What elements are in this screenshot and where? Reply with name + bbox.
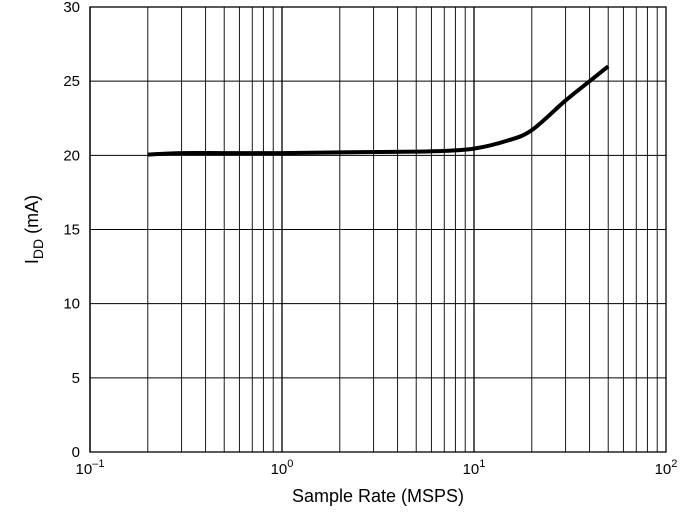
- x-tick-exponent: –1: [92, 458, 104, 470]
- x-tick-base: 10: [271, 461, 288, 478]
- x-tick-exponent: 0: [287, 458, 293, 470]
- y-tick-label: 20: [63, 147, 80, 164]
- plot-frame: [89, 6, 667, 453]
- x-tick-labels: 10–1 100 101 102: [76, 458, 678, 478]
- x-tick-base: 10: [463, 461, 480, 478]
- y-axis-title-subscript: DD: [30, 239, 46, 259]
- y-tick-label: 15: [63, 222, 80, 239]
- y-tick-label: 0: [72, 444, 80, 461]
- y-axis-title-main: I: [22, 259, 42, 264]
- x-tick-exponent: 2: [671, 458, 677, 470]
- x-axis-title: Sample Rate (MSPS): [292, 486, 464, 506]
- y-tick-labels: 0 5 10 15 20 25 30: [63, 0, 80, 461]
- x-tick-label: 10–1: [76, 458, 105, 478]
- x-tick-label: 100: [271, 458, 294, 478]
- x-tick-exponent: 1: [479, 458, 485, 470]
- x-tick-base: 10: [76, 461, 93, 478]
- y-axis-title-unit: (mA): [22, 195, 42, 239]
- y-tick-label: 5: [72, 370, 80, 387]
- y-tick-label: 25: [63, 73, 80, 90]
- series-layer: [147, 64, 610, 157]
- y-tick-label: 30: [63, 0, 80, 16]
- x-tick-label: 101: [463, 458, 486, 478]
- series-line: [147, 64, 610, 157]
- x-tick-label: 102: [655, 458, 678, 478]
- grid: [89, 6, 666, 453]
- y-tick-label: 10: [63, 296, 80, 313]
- x-tick-base: 10: [655, 461, 672, 478]
- y-axis-title: IDD (mA): [22, 195, 46, 264]
